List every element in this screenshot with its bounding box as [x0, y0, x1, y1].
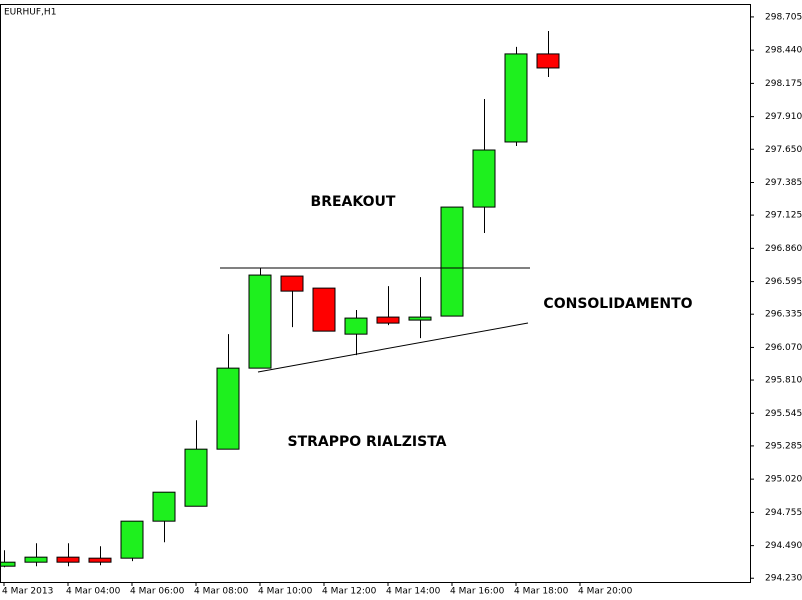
chart-title: EURHUF,H1	[4, 8, 56, 18]
plot-area	[0, 4, 751, 583]
y-tick-label: 294.490	[765, 541, 802, 551]
candle-body	[1, 561, 16, 567]
candle-body	[280, 275, 304, 292]
y-tick-label: 296.860	[765, 244, 802, 254]
x-tick-label: 4 Mar 04:00	[66, 587, 121, 597]
candle-body	[184, 448, 208, 507]
y-tick-label: 295.285	[765, 441, 802, 451]
x-tick-label: 4 Mar 20:00	[578, 587, 633, 597]
annotation: BREAKOUT	[311, 194, 396, 210]
y-tick-label: 295.020	[765, 475, 802, 485]
x-tick-label: 4 Mar 10:00	[258, 587, 313, 597]
candle-body	[408, 316, 432, 321]
support-line	[257, 322, 529, 373]
y-tick-label: 298.175	[765, 79, 802, 89]
candle-body	[504, 53, 528, 143]
y-tick-label: 297.650	[765, 145, 802, 155]
y-tick-label: 298.705	[765, 12, 802, 22]
candle-body	[248, 274, 272, 369]
candle-body	[344, 317, 368, 335]
annotation: CONSOLIDAMENTO	[543, 296, 692, 312]
y-tick-label: 297.910	[765, 112, 802, 122]
annotation: STRAPPO RIALZISTA	[287, 434, 446, 450]
x-tick-label: 4 Mar 14:00	[386, 587, 441, 597]
y-tick-label: 298.440	[765, 46, 802, 56]
x-tick-label: 4 Mar 12:00	[322, 587, 377, 597]
x-tick-label: 4 Mar 18:00	[514, 587, 569, 597]
candle-body	[88, 557, 112, 563]
y-tick-label: 296.335	[765, 310, 802, 320]
candle-body	[472, 149, 496, 208]
candle-body	[56, 556, 80, 563]
candle-body	[312, 287, 336, 332]
candle-body	[24, 556, 48, 563]
x-tick-label: 4 Mar 16:00	[450, 587, 505, 597]
candle-body	[536, 53, 560, 69]
candles	[1, 30, 560, 568]
x-tick-label: 4 Mar 2013	[2, 587, 53, 597]
y-tick-label: 294.230	[765, 574, 802, 584]
y-tick-label: 295.810	[765, 376, 802, 386]
candle-body	[120, 520, 144, 559]
candle-body	[216, 367, 240, 450]
candle-body	[152, 491, 176, 522]
y-tick-label: 296.595	[765, 277, 802, 287]
y-tick-label: 297.385	[765, 178, 802, 188]
y-tick-label: 294.755	[765, 508, 802, 518]
x-tick-label: 4 Mar 06:00	[130, 587, 185, 597]
candle-body	[440, 206, 464, 317]
candle-body	[376, 316, 400, 324]
y-tick-label: 295.545	[765, 409, 802, 419]
y-tick-label: 296.070	[765, 343, 802, 353]
x-tick-label: 4 Mar 08:00	[194, 587, 249, 597]
y-tick-label: 297.125	[765, 211, 802, 221]
